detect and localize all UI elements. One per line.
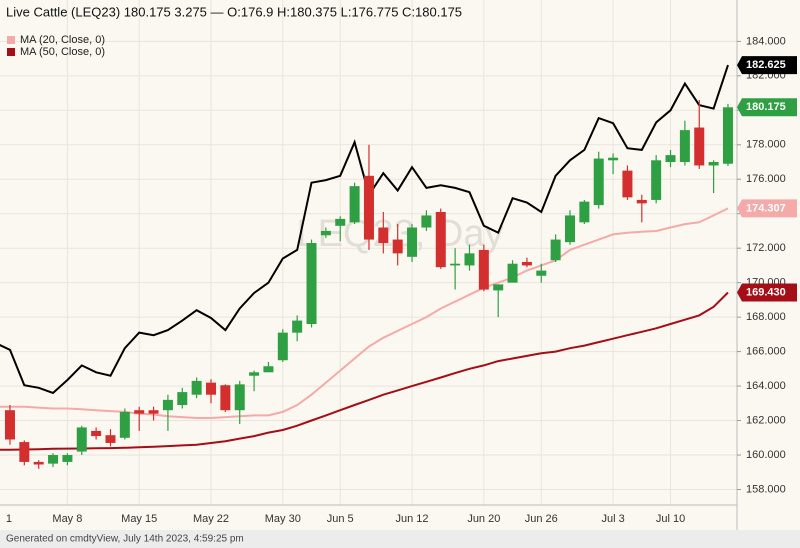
line xyxy=(0,291,729,451)
candle-body xyxy=(292,320,303,333)
x-tick-label: Jun 20 xyxy=(467,513,500,525)
candle-body xyxy=(622,170,633,198)
candle-body xyxy=(206,382,216,395)
candle-body xyxy=(708,162,719,166)
candle-body xyxy=(4,410,15,440)
line xyxy=(0,64,729,395)
candle-body xyxy=(76,427,87,452)
candle-body xyxy=(177,392,188,406)
candle-body xyxy=(550,239,561,261)
candle-body xyxy=(608,157,619,161)
x-tick-label: Jun 12 xyxy=(396,513,429,525)
legend-label: MA (50, Close, 0) xyxy=(20,46,105,58)
candle-body xyxy=(536,270,547,276)
candle-body xyxy=(378,227,389,244)
price-tag xyxy=(737,199,797,218)
candle-body xyxy=(33,461,44,465)
candle-body xyxy=(306,243,317,325)
candle-body xyxy=(320,230,331,236)
candle-body xyxy=(191,380,202,395)
footer-band xyxy=(0,530,800,548)
x-tick-label: May 30 xyxy=(265,513,301,525)
candle-body xyxy=(234,384,245,411)
candle-body xyxy=(507,263,518,283)
candle-body xyxy=(493,284,504,291)
candle-body xyxy=(134,410,145,414)
candle-body xyxy=(392,239,403,254)
legend-swatch xyxy=(7,48,15,56)
candle-body xyxy=(349,186,360,223)
x-tick-label: Jun 26 xyxy=(525,513,558,525)
candle-body xyxy=(220,385,231,411)
y-tick-label: 168.000 xyxy=(746,311,786,323)
candle-body xyxy=(593,158,604,206)
legend-swatch xyxy=(7,36,15,44)
x-tick-label: May 8 xyxy=(52,513,82,525)
y-tick-label: 164.000 xyxy=(746,380,786,392)
line xyxy=(0,207,729,419)
candle-body xyxy=(249,372,260,376)
candle-body xyxy=(435,211,446,268)
x-tick-label: Jun 5 xyxy=(327,513,354,525)
candle-body xyxy=(19,442,30,462)
candle-body xyxy=(521,261,532,266)
candle-body xyxy=(464,253,475,266)
candle-body xyxy=(48,455,59,464)
legend-label: MA (20, Close, 0) xyxy=(20,34,105,46)
candle-body xyxy=(651,160,662,200)
price-tag xyxy=(737,98,797,117)
y-tick-label: 172.000 xyxy=(746,242,786,254)
candle-body xyxy=(579,201,590,223)
chart-title: Live Cattle (LEQ23) 180.175 3.275 — O:17… xyxy=(6,4,462,19)
footer: Generated on cmdtyView, July 14th 2023, … xyxy=(6,534,244,545)
candle-body xyxy=(421,215,432,228)
y-tick-label: 176.000 xyxy=(746,173,786,185)
candle-body xyxy=(62,455,73,462)
candle-body xyxy=(450,263,461,266)
price-tag xyxy=(737,283,797,302)
candle-body xyxy=(694,127,705,166)
y-tick-label: 178.000 xyxy=(746,139,786,151)
candle-body xyxy=(148,410,159,414)
price-tag-label: 182.625 xyxy=(746,59,786,71)
candle-body xyxy=(119,411,130,438)
x-tick-label: May 15 xyxy=(121,513,157,525)
price-tag-label: 174.307 xyxy=(746,202,786,214)
price-tag xyxy=(737,56,797,75)
y-tick-label: 158.000 xyxy=(746,483,786,495)
candle-body xyxy=(665,155,676,163)
y-tick-label: 162.000 xyxy=(746,414,786,426)
x-tick-label: May 22 xyxy=(193,513,229,525)
y-tick-label: 160.000 xyxy=(746,449,786,461)
candle-body xyxy=(363,175,374,240)
price-tag-label: 180.175 xyxy=(746,101,786,113)
candle-body xyxy=(263,366,274,373)
x-tick-label: Jul 10 xyxy=(656,513,685,525)
candle-body xyxy=(407,227,418,257)
candle-body xyxy=(105,435,116,443)
x-tick-label: 1 xyxy=(6,513,12,525)
x-tick-label: Jul 3 xyxy=(601,513,624,525)
price-tag-label: 169.430 xyxy=(746,286,786,298)
candle-body xyxy=(636,199,647,204)
candle-body xyxy=(722,107,733,164)
candle-body xyxy=(335,218,346,226)
candle-body xyxy=(679,130,690,163)
candle-body xyxy=(162,399,173,411)
y-tick-label: 166.000 xyxy=(746,346,786,358)
candle-body xyxy=(277,332,288,361)
candle-body xyxy=(565,215,575,243)
candle-body xyxy=(478,249,489,290)
y-tick-label: 184.000 xyxy=(746,35,786,47)
plot-area: LEQ23, Day xyxy=(0,0,737,505)
candle-body xyxy=(91,430,102,437)
